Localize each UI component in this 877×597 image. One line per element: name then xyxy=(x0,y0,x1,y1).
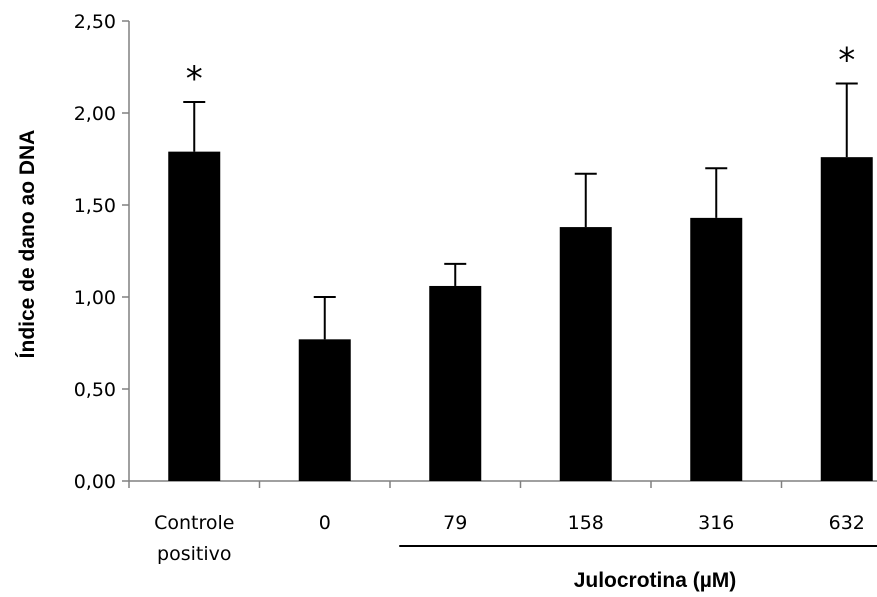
x-tick-label: 316 xyxy=(698,512,734,534)
significance-marker: * xyxy=(186,59,203,99)
x-tick-label: 79 xyxy=(443,512,467,534)
x-tick-label: 158 xyxy=(568,512,604,534)
bar xyxy=(690,217,743,481)
y-tick-label: 2,50 xyxy=(74,11,116,33)
x-tick-label: Controle xyxy=(154,512,234,534)
plot-area: 0,00 0,50 1,00 1,50 2,00 2,50 * Controle positiv… xyxy=(74,11,877,565)
x-tick-label: 0 xyxy=(319,512,331,534)
y-tick-label: 0,50 xyxy=(74,379,116,401)
y-tick-label: 2,00 xyxy=(74,103,116,125)
y-tick-label: 1,50 xyxy=(74,195,116,217)
y-axis-title: Índice de dano ao DNA xyxy=(16,130,39,359)
y-tick-label: 0,00 xyxy=(74,471,116,493)
y-tick-label: 1,00 xyxy=(74,287,116,309)
bar xyxy=(559,227,612,481)
bar xyxy=(168,151,221,481)
bar xyxy=(820,157,873,481)
x-tick-label: 632 xyxy=(829,512,865,534)
x-axis-group-title: Julocrotina (µM) xyxy=(574,569,737,592)
bar xyxy=(298,339,351,481)
bar xyxy=(429,285,482,481)
x-tick-label: positivo xyxy=(157,543,231,565)
significance-marker: * xyxy=(838,41,855,81)
